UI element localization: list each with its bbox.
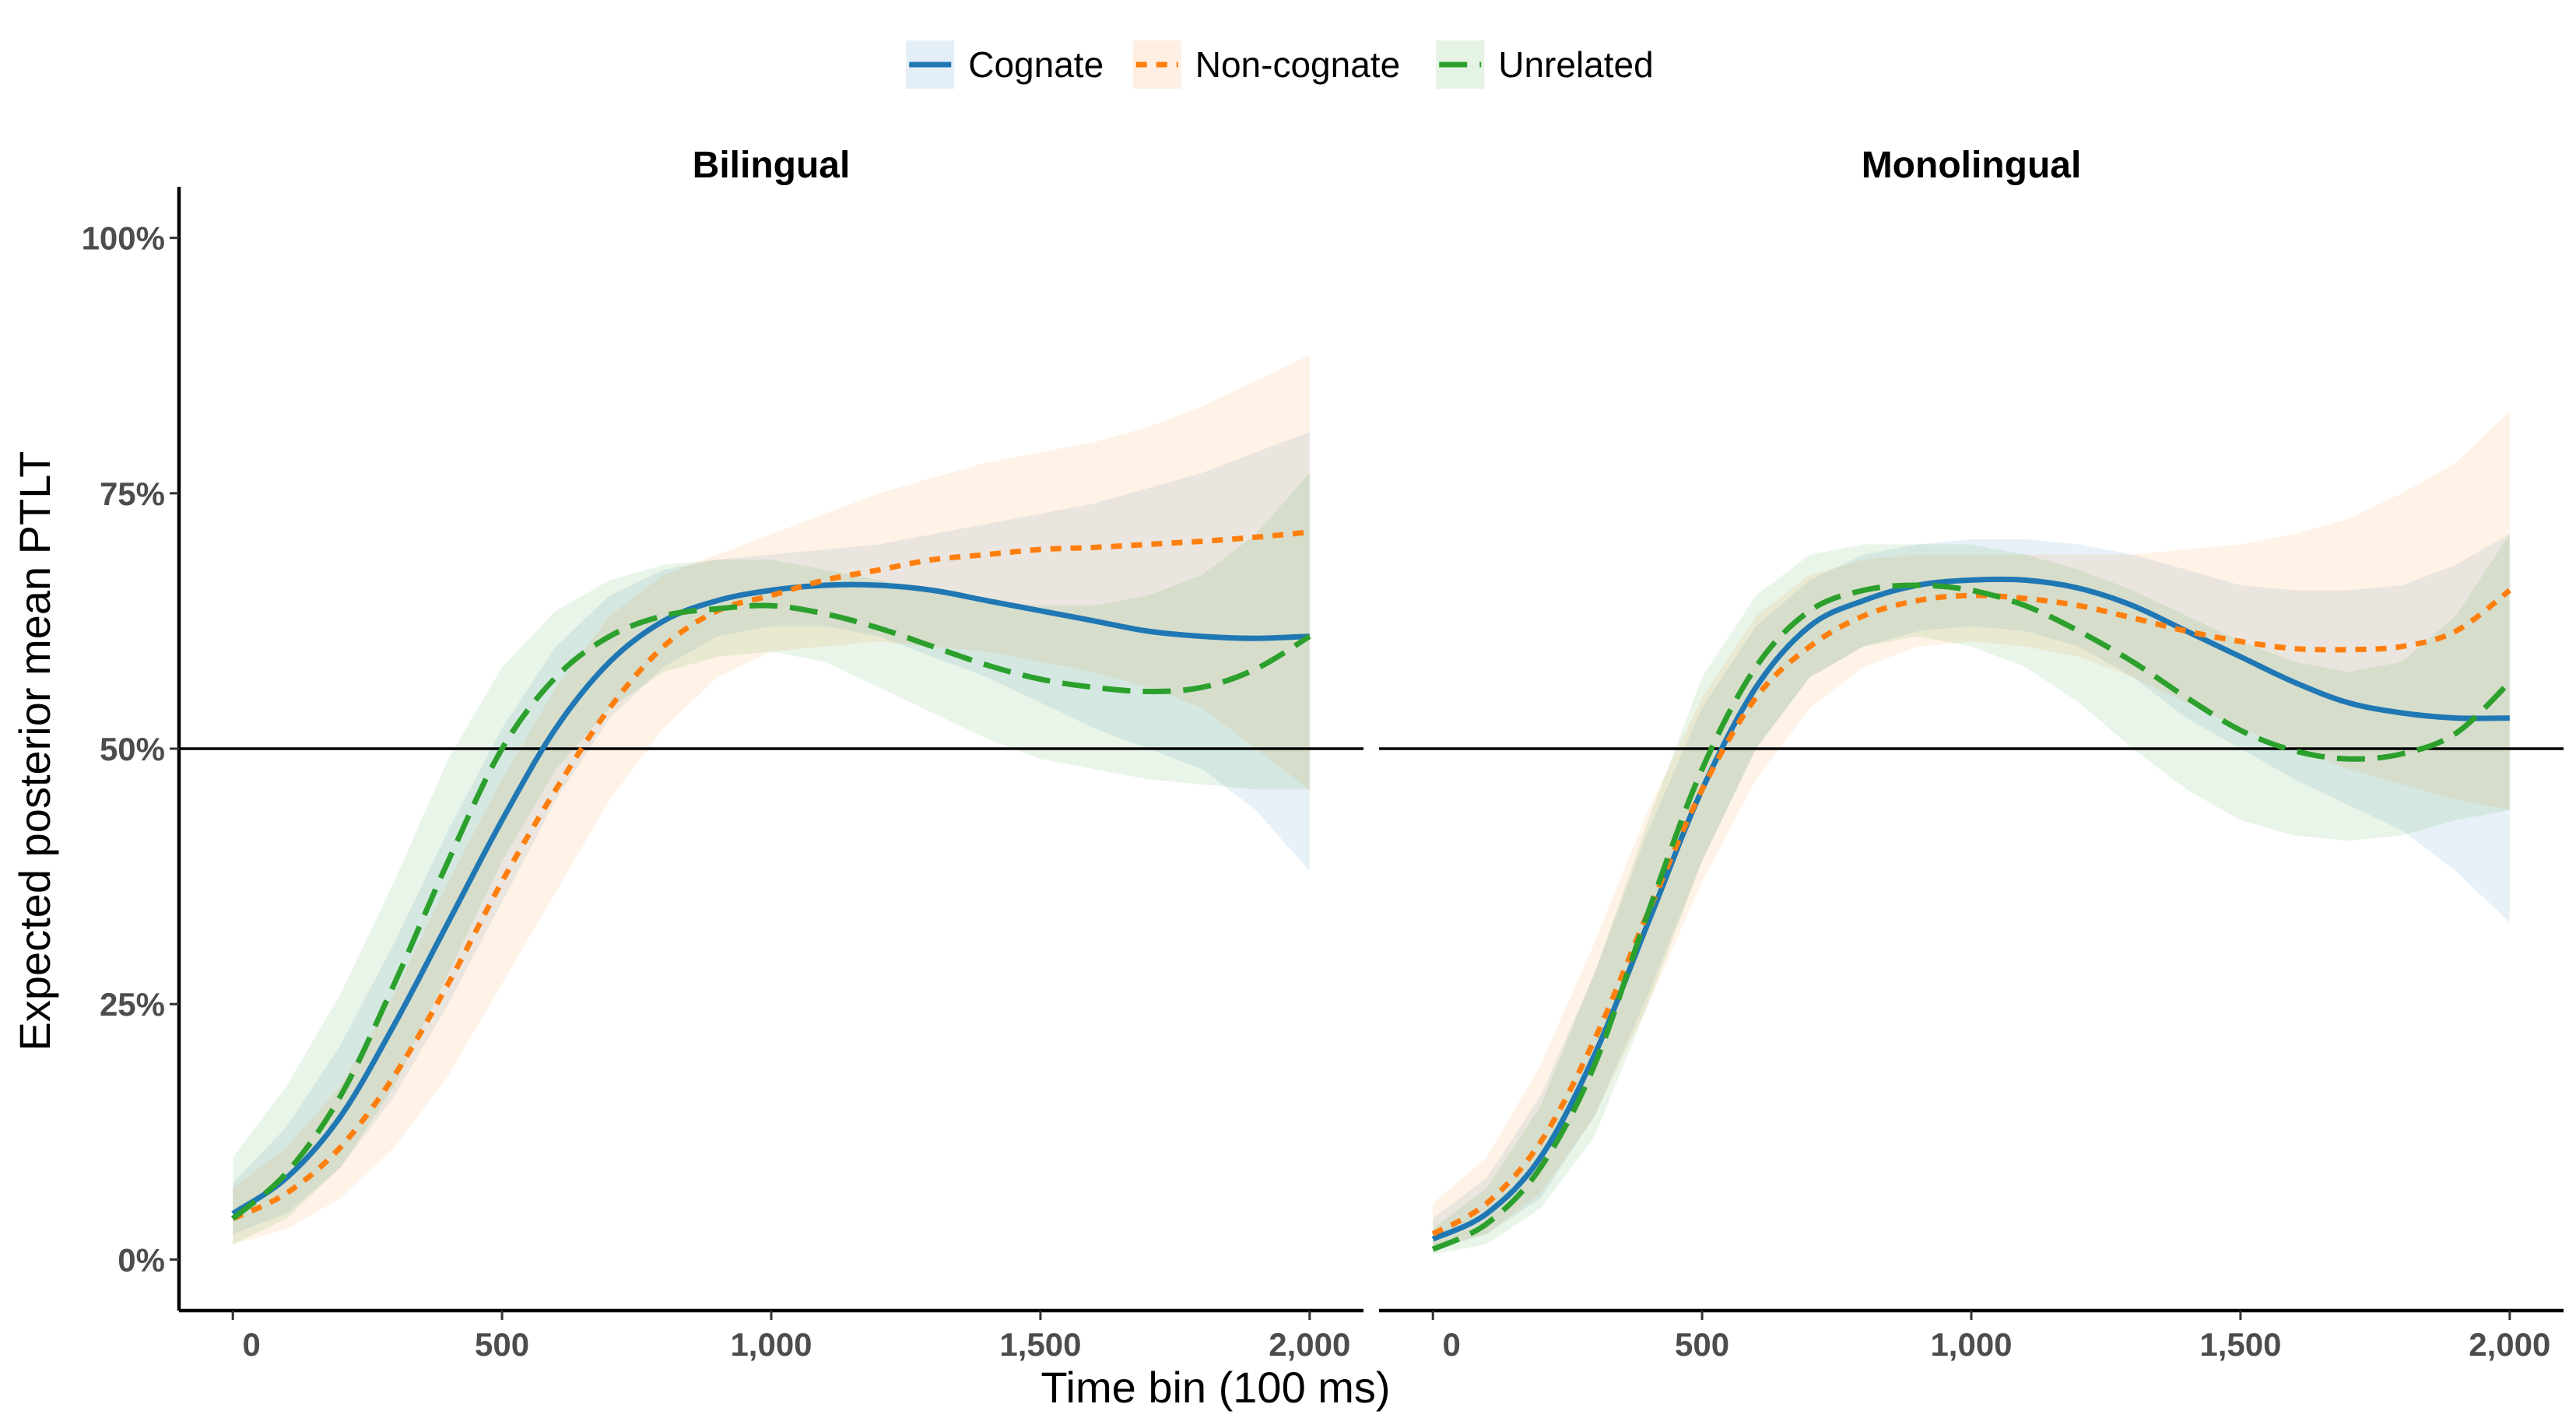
ribbon-unrelated [233,472,1310,1244]
ribbon-unrelated [1433,534,2510,1255]
y-tick-label: 25% [100,986,165,1023]
ribbon-cognate [1433,534,2510,1250]
x-tick-label: 500 [1675,1326,1729,1363]
x-axis-title: Time bin (100 ms) [1041,1363,1390,1412]
legend-label-non-cognate: Non-cognate [1195,44,1400,85]
x-tick-label: 2,000 [2469,1326,2550,1363]
series-line-cognate [231,581,1310,1216]
y-tick-label: 0% [118,1241,165,1278]
y-tick-label: 100% [82,220,165,257]
y-axis-title: Expected posterior mean PTLT [10,451,59,1051]
x-tick-label: 1,500 [999,1326,1081,1363]
series-line-non-cognate [1431,588,2511,1237]
x-tick-label: 1,000 [730,1326,812,1363]
x-tick-label: 2,000 [1269,1326,1350,1363]
series-line-unrelated [1431,582,2512,1252]
y-tick-label: 50% [100,731,165,767]
x-tick-label: 1,000 [1930,1326,2012,1363]
panel-title-bilingual: Bilingual [693,145,851,186]
panel-bilingual: Bilingual 0% 25% 50% 75% 100% 0 500 1,000 1,500 2,… [82,145,1363,1363]
legend: Cognate Non-cognate Unrelated [906,40,1654,89]
ribbon-non-cognate [1433,411,2510,1250]
legend-label-unrelated: Unrelated [1498,44,1653,85]
x-tick-label: 0 [243,1326,261,1363]
x-tick-label: 0 [1443,1326,1461,1363]
panel-monolingual: Monolingual 0 500 1,000 1,500 2,000 [1379,145,2564,1363]
series-line-unrelated [230,602,1311,1221]
legend-item-cognate: Cognate [906,40,1104,89]
y-tick-label: 75% [100,476,165,512]
ribbon-cognate [233,432,1310,1234]
legend-label-cognate: Cognate [968,44,1104,85]
legend-item-non-cognate: Non-cognate [1132,40,1400,89]
x-tick-label: 500 [475,1326,529,1363]
panels: Bilingual 0% 25% 50% 75% 100% 0 500 1,000 1,500 2,… [82,145,2564,1363]
x-tick-label: 1,500 [2199,1326,2281,1363]
panel-title-monolingual: Monolingual [1862,145,2082,186]
ribbon-non-cognate [233,355,1310,1244]
legend-item-unrelated: Unrelated [1436,40,1654,89]
